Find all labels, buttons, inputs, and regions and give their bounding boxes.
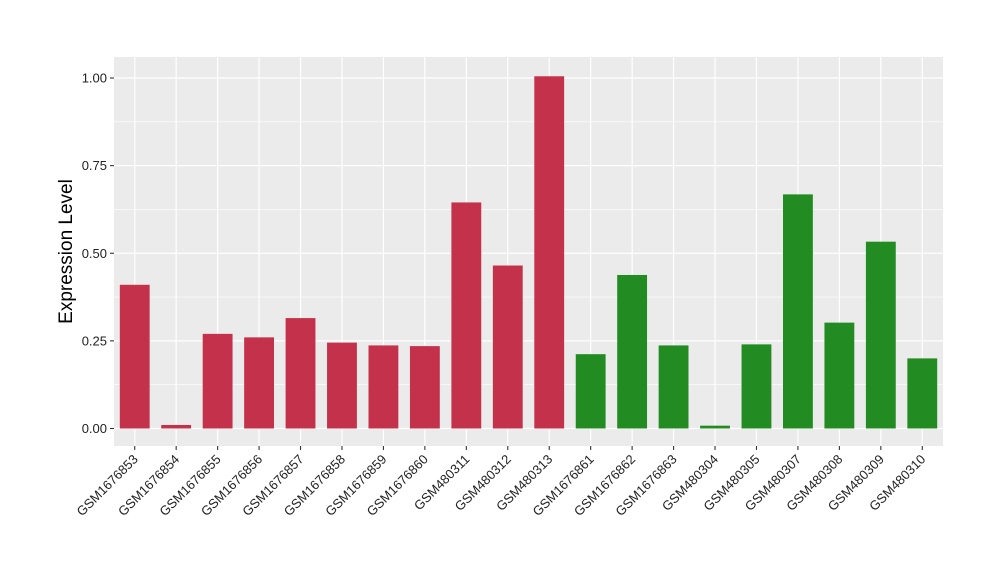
plot-panel	[114, 57, 943, 446]
y-tick-label: 0.75	[82, 158, 107, 173]
x-axis: GSM1676853GSM1676854GSM1676855GSM1676856…	[74, 446, 928, 519]
bar-GSM1676863	[658, 345, 689, 429]
y-tick-label: 0.00	[82, 421, 107, 436]
bar-GSM1676861	[575, 354, 606, 429]
y-axis-title: Expression Level	[56, 179, 77, 324]
bar-GSM1676853	[119, 284, 150, 429]
bar-GSM480310	[907, 358, 938, 429]
bars	[119, 76, 938, 429]
bar-GSM480307	[783, 194, 813, 429]
bar-GSM1676858	[327, 342, 357, 429]
bar-GSM480311	[451, 202, 482, 429]
y-tick-label: 1.00	[82, 71, 107, 86]
y-tick-label: 0.25	[82, 333, 107, 348]
bar-GSM480304	[700, 425, 730, 429]
bar-GSM1676856	[244, 337, 274, 429]
y-tick-label: 0.50	[82, 246, 107, 261]
bar-GSM1676854	[161, 424, 192, 429]
bar-GSM480309	[865, 241, 896, 429]
bar-GSM1676862	[617, 274, 648, 429]
bar-GSM1676860	[409, 346, 440, 429]
bar-GSM1676859	[368, 345, 399, 429]
bar-GSM480312	[492, 265, 523, 429]
bar-GSM1676855	[202, 333, 233, 429]
bar-GSM480308	[824, 322, 855, 429]
bar-GSM1676857	[285, 318, 316, 429]
bar-GSM480305	[741, 344, 772, 429]
y-axis: 0.00 0.25 0.50 0.75 1.00	[82, 71, 114, 436]
bar-GSM480313	[534, 76, 565, 429]
